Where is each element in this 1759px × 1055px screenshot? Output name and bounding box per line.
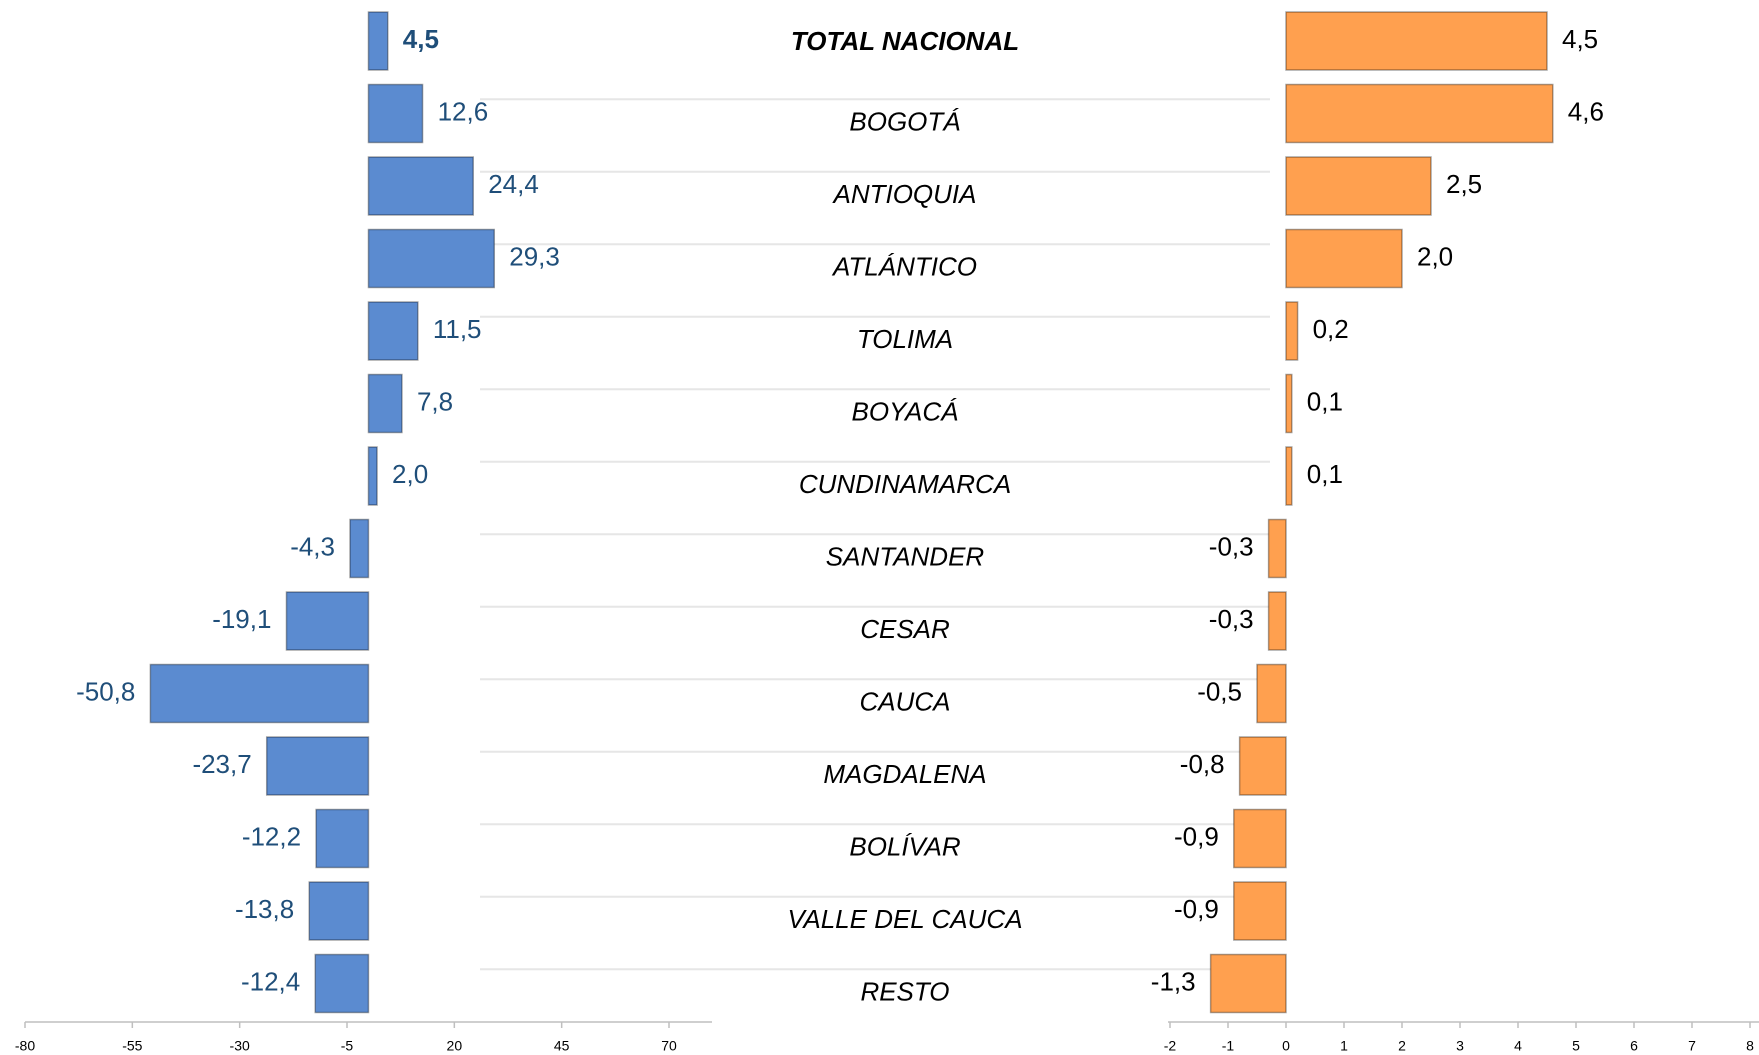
x-tick-label: 4 [1514, 1038, 1522, 1054]
data-label: -0,3 [1209, 604, 1254, 634]
bar [367, 83, 424, 144]
data-label: 7,8 [417, 386, 453, 416]
bar [149, 663, 370, 724]
category-label: MAGDALENA [823, 759, 986, 789]
data-label: 4,5 [1562, 24, 1598, 54]
x-tick-label: 45 [554, 1038, 570, 1054]
category-label: CUNDINAMARCA [799, 469, 1011, 499]
x-tick-label: 0 [1282, 1038, 1290, 1054]
bar [367, 11, 389, 71]
bar [1233, 808, 1287, 869]
x-tick-label: 70 [661, 1038, 677, 1054]
x-tick-label: 8 [1746, 1038, 1754, 1054]
data-label: 2,0 [392, 459, 428, 489]
category-label: TOLIMA [857, 324, 953, 354]
data-label: -12,2 [242, 821, 301, 851]
bar [1267, 591, 1287, 651]
bar [314, 953, 370, 1014]
data-label: -50,8 [76, 676, 135, 706]
category-label: CESAR [860, 614, 950, 644]
data-label: 4,5 [403, 24, 439, 54]
data-label: -12,4 [241, 966, 300, 996]
x-tick-label: -1 [1222, 1038, 1235, 1054]
bar [349, 518, 370, 579]
data-label: 0,1 [1307, 459, 1343, 489]
data-label: 12,6 [438, 96, 489, 126]
bar [308, 881, 370, 941]
data-label: -0,9 [1174, 821, 1219, 851]
x-tick-label: 1 [1340, 1038, 1348, 1054]
x-tick-label: 2 [1398, 1038, 1406, 1054]
data-label: 24,4 [488, 169, 539, 199]
bar [1233, 881, 1287, 941]
bar [265, 736, 370, 796]
bar [367, 228, 496, 289]
data-label: 2,5 [1446, 169, 1482, 199]
category-label: BOLÍVAR [849, 831, 960, 861]
data-label: -0,8 [1180, 749, 1225, 779]
bar [1256, 663, 1287, 724]
data-label: -0,9 [1174, 894, 1219, 924]
category-label: TOTAL NACIONAL [791, 26, 1019, 56]
bar [1285, 446, 1293, 506]
bar [285, 591, 370, 651]
bar [1285, 156, 1432, 216]
bar [367, 373, 403, 434]
bar [1285, 373, 1293, 434]
bar [1285, 301, 1299, 361]
data-label: 11,5 [433, 314, 482, 344]
x-tick-label: -5 [341, 1038, 354, 1054]
x-tick-label: -30 [230, 1038, 250, 1054]
category-label: RESTO [860, 976, 949, 1006]
x-tick-label: 20 [447, 1038, 463, 1054]
x-tick-label: 3 [1456, 1038, 1464, 1054]
bar [1285, 11, 1548, 71]
bar [367, 156, 474, 216]
category-label: BOGOTÁ [849, 106, 960, 136]
data-label: -19,1 [212, 604, 271, 634]
x-tick-label: 6 [1630, 1038, 1638, 1054]
bar [367, 301, 419, 361]
bar [1209, 953, 1287, 1014]
bar [1285, 228, 1403, 289]
category-label: ATLÁNTICO [831, 251, 977, 281]
data-label: 0,2 [1313, 314, 1349, 344]
x-tick-label: 7 [1688, 1038, 1696, 1054]
data-label: 29,3 [509, 241, 560, 271]
data-label: -23,7 [192, 749, 251, 779]
data-label: -13,8 [235, 894, 294, 924]
data-label: 4,6 [1568, 96, 1604, 126]
data-label: -4,3 [290, 531, 335, 561]
category-label: SANTANDER [826, 541, 984, 571]
data-label: -0,5 [1197, 676, 1242, 706]
x-tick-label: -2 [1164, 1038, 1177, 1054]
data-label: -1,3 [1151, 966, 1196, 996]
data-label: 2,0 [1417, 241, 1453, 271]
bar [367, 446, 378, 506]
category-label: VALLE DEL CAUCA [787, 904, 1022, 934]
bar [1267, 518, 1287, 579]
data-label: -0,3 [1209, 531, 1254, 561]
x-tick-label: -80 [15, 1038, 35, 1054]
data-label: 0,1 [1307, 386, 1343, 416]
bar [1285, 83, 1554, 144]
bar [315, 808, 370, 869]
category-label: BOYACÁ [852, 396, 959, 426]
bar [1238, 736, 1287, 796]
category-label: ANTIOQUIA [831, 179, 976, 209]
category-label: CAUCA [859, 686, 950, 716]
x-tick-label: -55 [122, 1038, 142, 1054]
x-tick-label: 5 [1572, 1038, 1580, 1054]
